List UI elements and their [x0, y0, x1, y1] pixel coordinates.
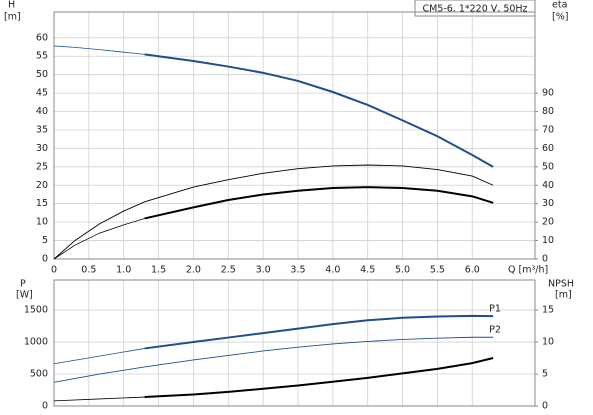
- plot-frame: [53, 11, 536, 260]
- y-axis-unit: [W]: [16, 290, 33, 301]
- y2-tick-label: 60: [542, 143, 554, 154]
- y2-tick-label: 80: [542, 106, 554, 117]
- y-tick-label: 20: [36, 180, 48, 191]
- y-tick-label: 60: [36, 32, 48, 43]
- y2-tick-label: 30: [542, 198, 554, 209]
- curve: [144, 53, 494, 168]
- y2-axis-label: eta: [552, 0, 567, 11]
- curve: [53, 336, 494, 383]
- x-tick-label: 4.0: [325, 265, 340, 276]
- y-tick-label: 5: [42, 235, 48, 246]
- y2-axis-unit: [m]: [555, 290, 572, 301]
- x-tick-label: 1.5: [151, 265, 166, 276]
- curve: [53, 218, 145, 260]
- x-tick-label: 1.0: [116, 265, 131, 276]
- curve: [53, 164, 494, 260]
- y2-tick-label: 50: [542, 161, 554, 172]
- x-tick-label: 0.5: [81, 265, 96, 276]
- y-tick-label: 0: [42, 254, 48, 265]
- curve: [144, 314, 494, 350]
- y-tick-label: 40: [36, 106, 48, 117]
- x-tick-label: 3.0: [256, 265, 271, 276]
- plot-frame: [53, 279, 536, 407]
- x-tick-label: 4.5: [360, 265, 375, 276]
- y-tick-label: 35: [36, 124, 48, 135]
- y2-tick-label: 5: [542, 369, 548, 380]
- y-tick-label: 55: [36, 51, 48, 62]
- x-tick-label: 6.0: [465, 265, 480, 276]
- series-label: P2: [489, 325, 501, 336]
- x-tick-label: 5.5: [430, 265, 445, 276]
- y2-tick-label: 90: [542, 88, 554, 99]
- y-tick-label: 25: [36, 161, 48, 172]
- series-label: P1: [489, 304, 501, 315]
- y-tick-label: 0: [42, 401, 48, 412]
- y-tick-label: 500: [30, 369, 48, 380]
- x-tick-label: 2.0: [186, 265, 201, 276]
- y-tick-label: 1000: [24, 337, 48, 348]
- x-tick-label: 5.0: [395, 265, 410, 276]
- y-tick-label: 30: [36, 143, 48, 154]
- y-tick-label: 1500: [24, 305, 48, 316]
- x-tick-label: 3.5: [290, 265, 305, 276]
- curve: [144, 186, 494, 220]
- x-tick-label: 0: [51, 265, 57, 276]
- curve: [53, 348, 145, 365]
- curve: [144, 357, 494, 399]
- y-tick-label: 10: [36, 217, 48, 228]
- x-axis-label: Q [m³/h]: [508, 265, 548, 276]
- y-axis-label: H: [8, 0, 15, 11]
- y-tick-label: 50: [36, 69, 48, 80]
- y2-tick-label: 15: [542, 305, 554, 316]
- x-tick-label: 2.5: [221, 265, 236, 276]
- y2-tick-label: 10: [542, 337, 554, 348]
- y2-tick-label: 40: [542, 180, 554, 191]
- y-axis-label: P: [20, 279, 26, 290]
- y2-tick-label: 0: [542, 401, 548, 412]
- y-tick-label: 45: [36, 88, 48, 99]
- y-tick-label: 15: [36, 198, 48, 209]
- y2-axis-label: NPSH: [548, 279, 574, 290]
- y2-tick-label: 0: [542, 254, 548, 265]
- y2-tick-label: 70: [542, 124, 554, 135]
- y2-axis-unit: [%]: [552, 12, 568, 23]
- curve: [53, 45, 145, 55]
- y2-tick-label: 10: [542, 235, 554, 246]
- y-axis-unit: [m]: [4, 12, 21, 23]
- y2-tick-label: 20: [542, 217, 554, 228]
- curve: [53, 396, 145, 402]
- chart-title: CM5-6, 1*220 V, 50Hz: [422, 4, 527, 15]
